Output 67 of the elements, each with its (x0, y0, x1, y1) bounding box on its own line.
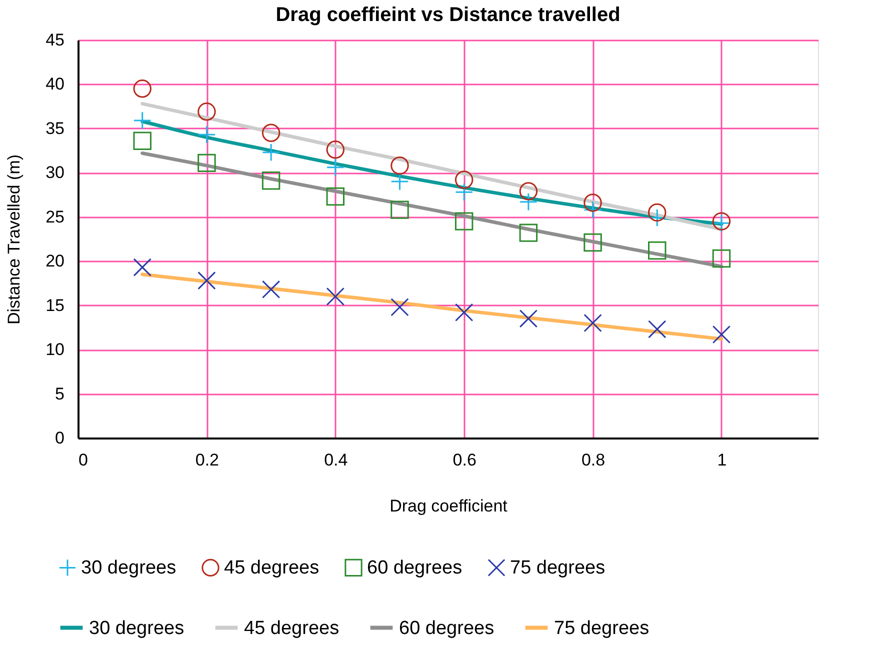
point (584, 200, 602, 219)
y-tick-label: 30 (46, 163, 64, 182)
point (133, 111, 152, 130)
point (390, 156, 409, 175)
x-axis-title: Drag coefficient (390, 496, 508, 516)
legend-label: 60 degrees (399, 618, 494, 639)
y-tick-label: 25 (46, 207, 64, 226)
line-series (140, 102, 724, 232)
point (390, 298, 409, 316)
point (519, 309, 538, 328)
point (519, 182, 538, 200)
point (326, 158, 345, 176)
point (390, 200, 409, 219)
x-tick-label: 1 (717, 450, 727, 470)
y-tick-label: 45 (46, 30, 64, 50)
point (454, 183, 474, 202)
point (262, 280, 280, 299)
x-tick-label: 0 (78, 450, 88, 470)
legend-label: 30 degrees (89, 618, 184, 639)
legend-label: 75 degrees (510, 558, 606, 579)
point (262, 172, 280, 190)
point (519, 192, 538, 211)
point (584, 194, 602, 212)
point (648, 208, 666, 227)
y-tick-label: 40 (46, 74, 64, 94)
point (519, 224, 538, 242)
point (648, 203, 666, 222)
point (262, 124, 280, 142)
point (326, 287, 345, 306)
legend-label: 30 degrees (81, 558, 176, 579)
point (133, 258, 152, 276)
point (712, 249, 731, 268)
y-tick-label: 35 (46, 118, 64, 138)
point (133, 80, 152, 98)
y-tick-label: 5 (55, 384, 64, 404)
line-series (140, 272, 724, 341)
legend-label: 45 degrees (244, 618, 340, 639)
x-tick-label: 0.8 (581, 450, 606, 470)
y-tick-label: 15 (46, 296, 64, 315)
y-tick-label: 0 (55, 428, 64, 448)
legend-label: 75 degrees (554, 618, 650, 639)
point (262, 143, 280, 162)
y-tick-label: 20 (46, 252, 64, 271)
point (390, 172, 409, 191)
x-tick-label: 0.6 (452, 450, 476, 470)
point (712, 325, 731, 344)
point (584, 314, 602, 332)
point (584, 233, 602, 252)
point (198, 154, 216, 172)
point (454, 170, 474, 189)
point (326, 140, 345, 159)
y-tick-label: 10 (46, 340, 64, 360)
x-tick-label: 0.2 (195, 450, 220, 470)
point (326, 187, 345, 206)
x-tick-label: 0.4 (324, 450, 348, 470)
point (648, 241, 666, 260)
point (198, 126, 216, 144)
point (454, 212, 474, 230)
point (198, 102, 216, 121)
point (648, 320, 666, 338)
point (198, 271, 216, 290)
y-axis-title: Distance Travelled (m) (4, 154, 24, 325)
point (133, 132, 152, 150)
legend-label: 60 degrees (367, 558, 462, 579)
chart-title: Drag coeffieint vs Distance travelled (276, 4, 620, 26)
point (454, 303, 474, 322)
legend-label: 45 degrees (224, 558, 320, 579)
